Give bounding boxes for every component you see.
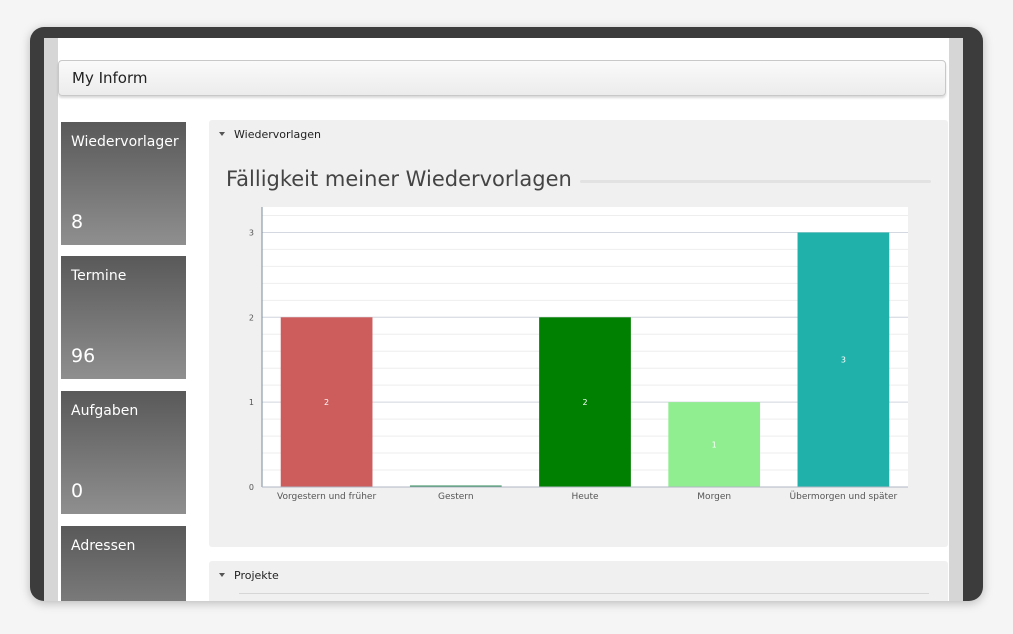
x-tick-label: Morgen (697, 492, 731, 502)
panel-header[interactable]: Projekte (209, 561, 948, 589)
panel-header[interactable]: Wiedervorlagen (209, 120, 948, 148)
y-tick-label: 1 (249, 398, 254, 407)
x-tick-label: Heute (571, 492, 599, 502)
tile-label: Adressen (71, 538, 136, 554)
x-tick-label: Gestern (438, 492, 474, 502)
chart-title: Fälligkeit meiner Wiedervorlagen (226, 167, 572, 191)
right-edge-strip (949, 38, 963, 601)
bar-data-label: 1 (712, 441, 717, 450)
collapse-caret-icon[interactable] (219, 573, 225, 577)
chart-title-row: Fälligkeit meiner Wiedervorlagen (226, 164, 931, 194)
tile-label: Aufgaben (71, 403, 139, 419)
bar-data-label: 2 (324, 398, 329, 407)
collapse-caret-icon[interactable] (219, 132, 225, 136)
tile-label: Termine (71, 268, 127, 284)
bar-data-label: 3 (841, 356, 846, 365)
bar-chart: 0 1 2 3 2 Vorgestern und früher Gestern 2 Heute 1… (249, 207, 908, 502)
bar-5 (797, 232, 890, 487)
bar-3 (539, 317, 631, 487)
bar-data-label: 2 (582, 398, 587, 407)
tile-wiedervorlagen[interactable]: Wiedervorlager 8 (61, 122, 186, 245)
app-content: My Inform Wiedervorlager 8 Termine 96 Au… (44, 38, 963, 601)
window-frame: My Inform Wiedervorlager 8 Termine 96 Au… (30, 27, 983, 601)
bar-2 (409, 485, 502, 487)
panel-projekte: Projekte (209, 561, 948, 601)
tile-value: 0 (71, 480, 84, 502)
tile-aufgaben[interactable]: Aufgaben 0 (61, 391, 186, 514)
tile-termine[interactable]: Termine 96 (61, 256, 186, 379)
y-tick-label: 0 (249, 483, 254, 492)
panel-wiedervorlagen: Wiedervorlagen Fälligkeit meiner Wiederv… (209, 120, 948, 547)
y-tick-label: 3 (249, 228, 254, 237)
app-header[interactable]: My Inform (58, 60, 946, 96)
x-tick-label: Vorgestern und früher (277, 492, 376, 502)
bar-4 (668, 402, 761, 487)
tile-label: Wiedervorlager (71, 134, 179, 150)
left-edge-strip (44, 38, 58, 601)
panel-title: Projekte (234, 568, 279, 582)
bar-1 (280, 317, 373, 487)
panel-title: Wiedervorlagen (234, 127, 322, 141)
tile-adressen[interactable]: Adressen (61, 526, 186, 601)
y-tick-label: 2 (249, 313, 254, 322)
projekte-table-header (239, 593, 929, 599)
chart-title-rule (579, 179, 931, 183)
tile-value: 8 (71, 211, 84, 233)
tile-value: 96 (71, 345, 96, 367)
app-title: My Inform (72, 69, 148, 87)
x-tick-label: Übermorgen und später (790, 491, 898, 502)
